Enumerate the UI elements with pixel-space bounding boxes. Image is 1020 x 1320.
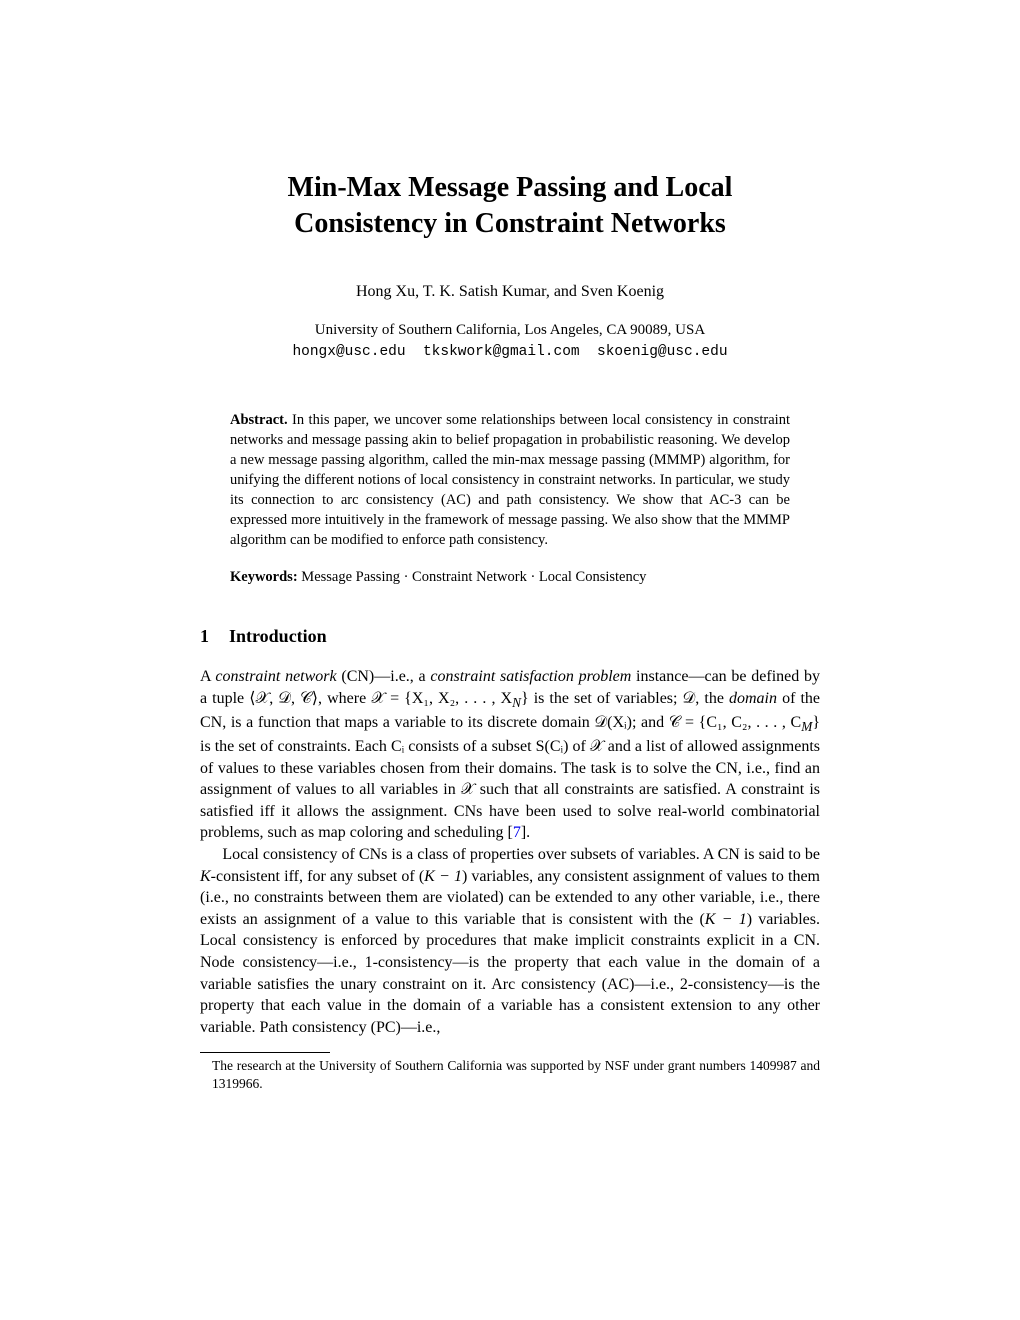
authors: Hong Xu, T. K. Satish Kumar, and Sven Ko… — [200, 281, 820, 303]
section-number: 1 — [200, 624, 209, 648]
title-line-1: Min-Max Message Passing and Local — [288, 172, 733, 203]
keywords-label: Keywords: — [230, 569, 298, 585]
citation-link-7[interactable]: 7 — [513, 824, 521, 841]
abstract-text: In this paper, we uncover some relations… — [230, 412, 790, 548]
email-1: hongx@usc.edu — [292, 344, 405, 360]
abstract-label: Abstract. — [230, 412, 288, 428]
abstract: Abstract. In this paper, we uncover some… — [230, 410, 790, 550]
title-line-2: Consistency in Constraint Networks — [294, 208, 726, 239]
paragraph-1: A constraint network (CN)—i.e., a constr… — [200, 666, 820, 844]
keywords: Keywords: Message Passing · Constraint N… — [230, 568, 790, 588]
paragraph-2: Local consistency of CNs is a class of p… — [200, 844, 820, 1038]
keywords-text: Message Passing · Constraint Network · L… — [298, 569, 647, 585]
email-3: skoenig@usc.edu — [597, 344, 728, 360]
paper-title: Min-Max Message Passing and Local Consis… — [200, 170, 820, 243]
email-2: tkskwork@gmail.com — [423, 344, 580, 360]
section-heading-1: 1 Introduction — [200, 624, 820, 648]
author-emails: hongx@usc.edu tkskwork@gmail.com skoenig… — [200, 343, 820, 363]
footnote-rule — [200, 1052, 330, 1053]
affiliation: University of Southern California, Los A… — [200, 320, 820, 340]
section-title: Introduction — [229, 626, 327, 646]
footnote: The research at the University of Southe… — [200, 1057, 820, 1092]
